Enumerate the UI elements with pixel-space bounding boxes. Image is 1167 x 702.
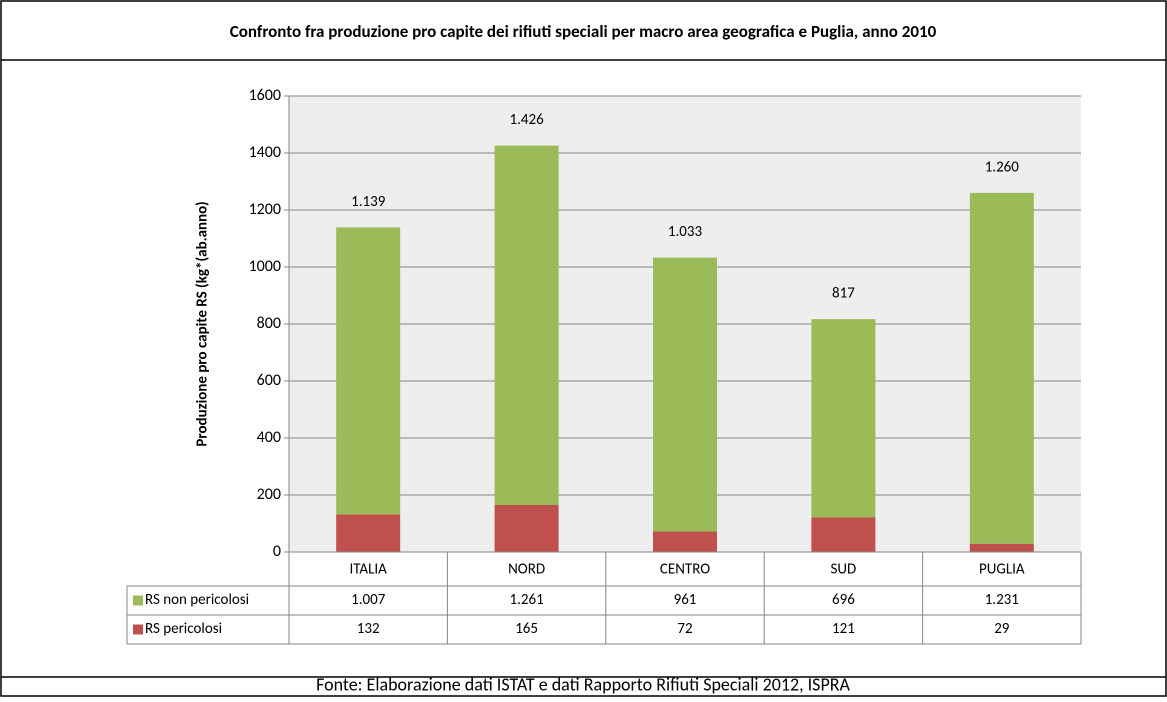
table-value: 1.007 (351, 591, 386, 609)
legend-label: RS non pericolosi (145, 591, 249, 609)
bar-segment (811, 319, 876, 518)
total-label: 1.139 (351, 193, 386, 211)
table-value: 165 (515, 620, 538, 638)
bar-segment (969, 192, 1034, 544)
bar-segment (969, 543, 1034, 552)
legend-label: RS pericolosi (145, 620, 222, 638)
y-tick-label: 400 (257, 428, 281, 447)
table-value: 72 (677, 620, 692, 638)
bar-segment (494, 145, 559, 505)
y-tick-label: 600 (257, 371, 281, 390)
y-axis-label: Produzione pro capite RS (kg*(ab.anno) (194, 201, 212, 446)
bar-segment (653, 531, 717, 552)
x-tick-label: SUD (831, 561, 857, 579)
y-tick-label: 1000 (249, 257, 281, 276)
total-label: 1.033 (668, 223, 703, 241)
total-label: 1.426 (509, 111, 544, 129)
bar-segment (653, 257, 717, 532)
y-tick-label: 0 (273, 542, 281, 561)
table-value: 121 (832, 620, 855, 638)
bar-segment (494, 504, 559, 552)
y-tick-label: 800 (257, 314, 281, 333)
legend-key (133, 595, 143, 606)
x-tick-label: PUGLIA (979, 561, 1025, 579)
table-value: 1.231 (985, 591, 1019, 609)
x-tick-label: CENTRO (660, 561, 710, 579)
source: Fonte: Elaborazione dati ISTAT e dati Ra… (316, 673, 850, 695)
table-value: 961 (674, 591, 697, 609)
total-label: 817 (832, 285, 855, 303)
legend-key (133, 624, 143, 635)
table-value: 29 (994, 620, 1010, 638)
table-value: 1.261 (509, 591, 543, 609)
bar-segment (336, 227, 401, 515)
total-label: 1.260 (985, 158, 1020, 176)
y-tick-label: 1200 (249, 200, 281, 219)
x-tick-label: NORD (508, 561, 545, 579)
table-value: 132 (357, 620, 380, 638)
bar-segment (811, 517, 876, 552)
table-value: 696 (832, 591, 855, 609)
y-tick-label: 1600 (249, 86, 281, 105)
chart-title: Confronto fra produzione pro capite dei … (230, 21, 937, 42)
y-tick-label: 1400 (249, 143, 281, 162)
y-tick-label: 200 (257, 485, 281, 504)
x-tick-label: ITALIA (350, 561, 388, 579)
bar-segment (336, 514, 401, 552)
